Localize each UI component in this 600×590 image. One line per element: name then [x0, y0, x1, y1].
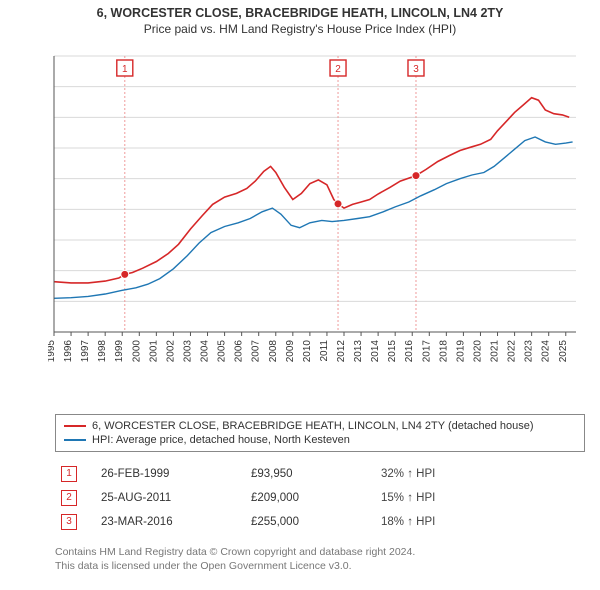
- svg-text:2018: 2018: [438, 340, 449, 363]
- svg-text:2009: 2009: [285, 340, 296, 363]
- svg-text:2005: 2005: [217, 340, 228, 363]
- event-hpi-delta: 18% ↑ HPI: [375, 510, 585, 534]
- event-dot-1: [121, 270, 129, 278]
- svg-text:2013: 2013: [353, 340, 364, 363]
- legend-label: HPI: Average price, detached house, Nort…: [92, 434, 350, 446]
- legend-item-0: 6, WORCESTER CLOSE, BRACEBRIDGE HEATH, L…: [64, 419, 576, 433]
- svg-text:2016: 2016: [404, 340, 415, 363]
- chart-title-line1: 6, WORCESTER CLOSE, BRACEBRIDGE HEATH, L…: [0, 6, 600, 20]
- svg-text:2010: 2010: [302, 340, 313, 363]
- footer-line2: This data is licensed under the Open Gov…: [55, 560, 585, 574]
- legend-item-1: HPI: Average price, detached house, Nort…: [64, 433, 576, 447]
- event-price: £93,950: [245, 462, 375, 486]
- event-date: 23-MAR-2016: [95, 510, 245, 534]
- svg-text:2001: 2001: [148, 340, 159, 363]
- svg-text:2024: 2024: [541, 340, 552, 363]
- svg-text:2020: 2020: [472, 340, 483, 363]
- svg-text:2021: 2021: [490, 340, 501, 363]
- attribution-footer: Contains HM Land Registry data © Crown c…: [55, 546, 585, 573]
- event-row: 2 25-AUG-2011£209,00015% ↑ HPI: [55, 486, 585, 510]
- svg-text:2017: 2017: [421, 340, 432, 363]
- svg-text:1: 1: [122, 64, 128, 75]
- svg-text:2012: 2012: [336, 340, 347, 363]
- event-date: 26-FEB-1999: [95, 462, 245, 486]
- svg-text:3: 3: [413, 64, 419, 75]
- event-marker-badge: 2: [61, 490, 77, 506]
- legend-label: 6, WORCESTER CLOSE, BRACEBRIDGE HEATH, L…: [92, 420, 534, 432]
- event-price: £255,000: [245, 510, 375, 534]
- svg-text:2002: 2002: [165, 340, 176, 363]
- svg-text:2006: 2006: [234, 340, 245, 363]
- legend-swatch: [64, 425, 86, 427]
- svg-text:2: 2: [335, 64, 341, 75]
- svg-text:2011: 2011: [319, 340, 330, 362]
- chart-container: 6, WORCESTER CLOSE, BRACEBRIDGE HEATH, L…: [0, 0, 600, 590]
- footer-line1: Contains HM Land Registry data © Crown c…: [55, 546, 585, 560]
- chart-title-line2: Price paid vs. HM Land Registry's House …: [0, 22, 600, 36]
- svg-text:2007: 2007: [251, 340, 262, 363]
- svg-text:2015: 2015: [387, 340, 398, 363]
- svg-text:2019: 2019: [455, 340, 466, 363]
- svg-text:2014: 2014: [370, 340, 381, 363]
- events-table: 1 26-FEB-1999£93,95032% ↑ HPI 2 25-AUG-2011…: [55, 462, 585, 534]
- event-marker-badge: 1: [61, 466, 77, 482]
- event-hpi-delta: 15% ↑ HPI: [375, 486, 585, 510]
- event-marker-badge: 3: [61, 514, 77, 530]
- svg-text:2023: 2023: [524, 340, 535, 363]
- legend-box: 6, WORCESTER CLOSE, BRACEBRIDGE HEATH, L…: [55, 414, 585, 452]
- titles-block: 6, WORCESTER CLOSE, BRACEBRIDGE HEATH, L…: [0, 0, 600, 36]
- event-price: £209,000: [245, 486, 375, 510]
- svg-text:1996: 1996: [63, 340, 74, 363]
- svg-text:2022: 2022: [507, 340, 518, 363]
- svg-text:2000: 2000: [131, 340, 142, 363]
- event-date: 25-AUG-2011: [95, 486, 245, 510]
- event-dot-2: [334, 200, 342, 208]
- svg-text:1995: 1995: [48, 340, 57, 363]
- svg-text:1999: 1999: [114, 340, 125, 363]
- chart-plot-area: £0£50K£100K£150K£200K£250K£300K£350K£400…: [48, 50, 588, 370]
- svg-text:2025: 2025: [558, 340, 569, 363]
- svg-text:2004: 2004: [200, 340, 211, 363]
- event-row: 3 23-MAR-2016£255,00018% ↑ HPI: [55, 510, 585, 534]
- svg-text:1998: 1998: [97, 340, 108, 363]
- svg-text:1997: 1997: [80, 340, 91, 363]
- event-hpi-delta: 32% ↑ HPI: [375, 462, 585, 486]
- event-row: 1 26-FEB-1999£93,95032% ↑ HPI: [55, 462, 585, 486]
- event-dot-3: [412, 172, 420, 180]
- chart-svg: £0£50K£100K£150K£200K£250K£300K£350K£400…: [48, 50, 588, 370]
- legend-swatch: [64, 439, 86, 441]
- svg-text:2003: 2003: [182, 340, 193, 363]
- svg-text:2008: 2008: [268, 340, 279, 363]
